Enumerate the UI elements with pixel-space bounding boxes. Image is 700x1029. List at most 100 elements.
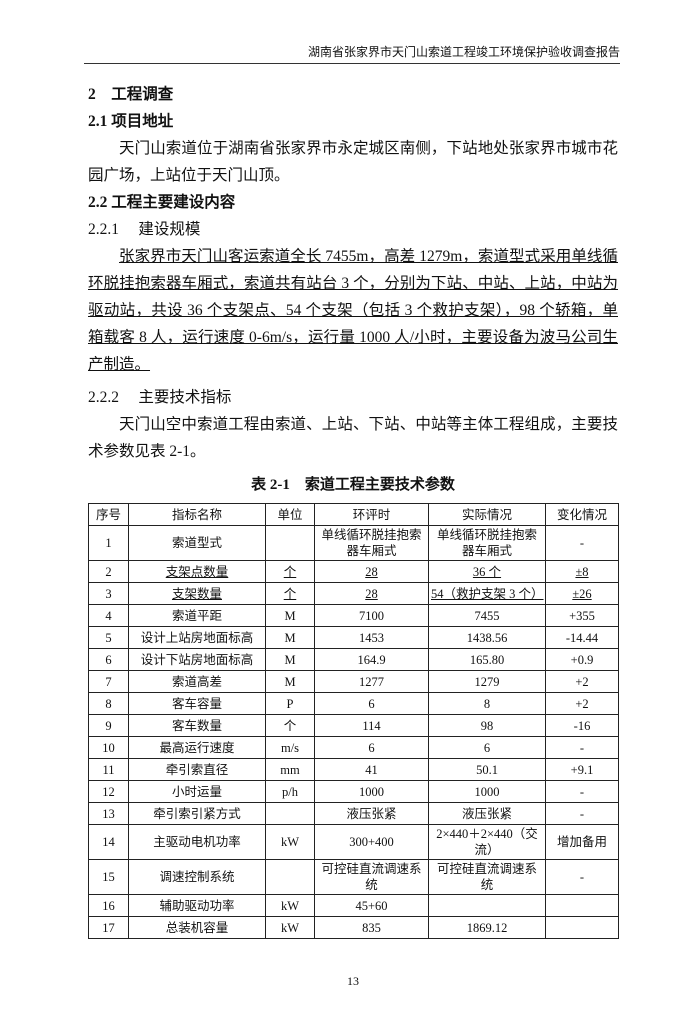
column-header: 序号 bbox=[88, 503, 129, 526]
table-cell: 主驱动电机功率 bbox=[128, 824, 266, 860]
table-cell: - bbox=[545, 802, 619, 825]
table-cell: kW bbox=[265, 916, 315, 939]
table-cell: 液压张紧 bbox=[428, 802, 546, 825]
column-header: 环评时 bbox=[314, 503, 429, 526]
table-cell: M bbox=[265, 648, 315, 671]
table-cell: 客车数量 bbox=[128, 714, 266, 737]
table-cell: - bbox=[545, 859, 619, 895]
table-cell: P bbox=[265, 692, 315, 715]
table-cell: 7 bbox=[88, 670, 129, 693]
table-cell: 45+60 bbox=[314, 894, 429, 917]
table-cell: 总装机容量 bbox=[128, 916, 266, 939]
section-heading-2: 2 工程调查 bbox=[88, 86, 174, 103]
table-cell: 1453 bbox=[314, 626, 429, 649]
document-body: 2 工程调查 2.1 项目地址 天门山索道位于湖南省张家界市永定城区南侧，下站地… bbox=[88, 81, 619, 989]
table-cell: 6 bbox=[88, 648, 129, 671]
table-cell: 单线循环脱挂抱索器车厢式 bbox=[314, 525, 429, 561]
table-cell: 设计上站房地面标高 bbox=[128, 626, 266, 649]
table-cell: 1000 bbox=[314, 780, 429, 803]
table-cell: 114 bbox=[314, 714, 429, 737]
table-cell: 1277 bbox=[314, 670, 429, 693]
table-row: 10 最高运行速度 m/s 6 6- bbox=[88, 736, 619, 759]
table-cell: - bbox=[545, 736, 619, 759]
table-cell: +2 bbox=[545, 670, 619, 693]
table-cell: ±26 bbox=[545, 582, 619, 605]
table-header-row: 序号 指标名称 单位 环评时 实际情况 变化情况 bbox=[88, 503, 619, 526]
table-cell: 增加备用 bbox=[545, 824, 619, 860]
table-cell: - bbox=[545, 525, 619, 561]
table-row: 7 索道高差 M 1277 1279 +2 bbox=[88, 670, 619, 693]
table-row: 14 主驱动电机功率 kW 300+400 2×440＋2×440（交流） 增加备用 bbox=[88, 824, 619, 860]
table-cell: 6 bbox=[314, 692, 429, 715]
table-cell: 索道型式 bbox=[128, 525, 266, 561]
table-row: 16 辅助驱动功率 kW 45+60 bbox=[88, 894, 619, 917]
table-cell: 1 bbox=[88, 525, 129, 561]
table-cell: 6 bbox=[428, 736, 546, 759]
table-cell: 98 bbox=[428, 714, 546, 737]
table-cell: 13 bbox=[88, 802, 129, 825]
table-cell bbox=[545, 894, 619, 917]
table-cell: 11 bbox=[88, 758, 129, 781]
table-cell: 8 bbox=[88, 692, 129, 715]
table-cell: 调速控制系统 bbox=[128, 859, 266, 895]
table-cell: 17 bbox=[88, 916, 129, 939]
table-row: 2 支架点数量个 28 36 个 ±8 bbox=[88, 560, 619, 583]
table-cell: 3 bbox=[88, 582, 129, 605]
table-cell: 28 bbox=[314, 582, 429, 605]
paragraph-technical-indicators: 天门山空中索道工程由索道、上站、下站、中站等主体工程组成，主要技术参数见表 2-… bbox=[88, 416, 618, 460]
table-cell: 液压张紧 bbox=[314, 802, 429, 825]
column-header: 变化情况 bbox=[545, 503, 619, 526]
table-row: 17 总装机容量 kW 835 1869.12 bbox=[88, 916, 619, 939]
column-header: 实际情况 bbox=[428, 503, 546, 526]
section-heading-2-1: 2.1 项目地址 bbox=[88, 113, 174, 130]
running-header: 湖南省张家界市天门山索道工程竣工环境保护验收调查报告 bbox=[84, 44, 620, 64]
table-cell: p/h bbox=[265, 780, 315, 803]
table-cell: 牵引索直径 bbox=[128, 758, 266, 781]
table-cell: +0.9 bbox=[545, 648, 619, 671]
table-cell: 可控硅直流调速系统 bbox=[314, 859, 429, 895]
table-cell: 1000 bbox=[428, 780, 546, 803]
table-cell: 50.1 bbox=[428, 758, 546, 781]
table-cell: 6 bbox=[314, 736, 429, 759]
table-cell: 2 bbox=[88, 560, 129, 583]
table-cell: kW bbox=[265, 894, 315, 917]
table-cell: +2 bbox=[545, 692, 619, 715]
table-cell: M bbox=[265, 670, 315, 693]
paragraph-project-location: 天门山索道位于湖南省张家界市永定城区南侧，下站地处张家界市城市花园广场，上站位于… bbox=[88, 140, 618, 184]
table-cell: 165.80 bbox=[428, 648, 546, 671]
table-caption: 表 2-1 索道工程主要技术参数 bbox=[251, 477, 455, 493]
table-cell: ±8 bbox=[545, 560, 619, 583]
table-cell bbox=[428, 894, 546, 917]
table-cell: 7455 bbox=[428, 604, 546, 627]
table-cell: 4 bbox=[88, 604, 129, 627]
column-header: 指标名称 bbox=[128, 503, 266, 526]
table-cell: 1279 bbox=[428, 670, 546, 693]
column-header: 单位 bbox=[265, 503, 315, 526]
table-cell: +355 bbox=[545, 604, 619, 627]
table-cell: 41 bbox=[314, 758, 429, 781]
technical-parameters-table: 序号 指标名称 单位 环评时 实际情况 变化情况 1 索道型式 单线循环脱挂抱索器车厢式 单线循… bbox=[88, 503, 619, 939]
table-cell: 15 bbox=[88, 859, 129, 895]
table-cell: 支架数量 bbox=[128, 582, 266, 605]
table-cell: 9 bbox=[88, 714, 129, 737]
table-cell: 索道高差 bbox=[128, 670, 266, 693]
table-cell: -16 bbox=[545, 714, 619, 737]
table-cell: +9.1 bbox=[545, 758, 619, 781]
table-cell bbox=[265, 802, 315, 825]
table-cell: 36 个 bbox=[428, 560, 546, 583]
table-cell: 辅助驱动功率 bbox=[128, 894, 266, 917]
table-cell: 支架点数量 bbox=[128, 560, 266, 583]
table-row: 8 客车容量 P 6 8 +2 bbox=[88, 692, 619, 715]
table-cell: 个 bbox=[265, 560, 315, 583]
table-cell: 牵引索引紧方式 bbox=[128, 802, 266, 825]
table-cell: 2×440＋2×440（交流） bbox=[428, 824, 546, 860]
table-row: 11 牵引索直径 mm 41 50.1 +9.1 bbox=[88, 758, 619, 781]
table-cell: 设计下站房地面标高 bbox=[128, 648, 266, 671]
table-cell: mm bbox=[265, 758, 315, 781]
table-cell: 最高运行速度 bbox=[128, 736, 266, 759]
table-row: 4 索道平距 M 7100 7455 +355 bbox=[88, 604, 619, 627]
table-cell bbox=[265, 859, 315, 895]
table-cell: 300+400 bbox=[314, 824, 429, 860]
table-cell: 单线循环脱挂抱索器车厢式 bbox=[428, 525, 546, 561]
